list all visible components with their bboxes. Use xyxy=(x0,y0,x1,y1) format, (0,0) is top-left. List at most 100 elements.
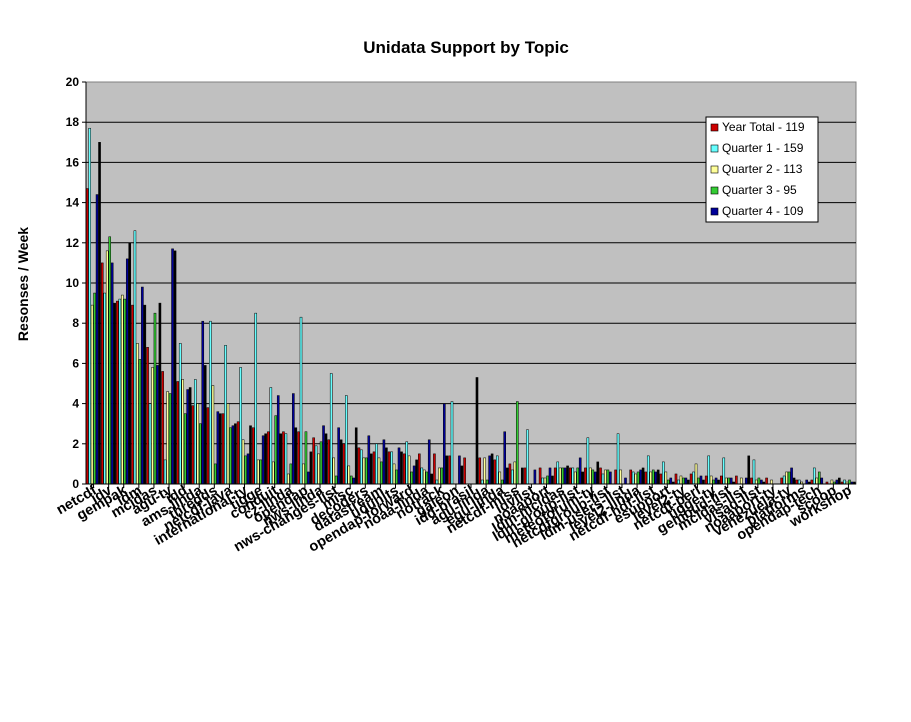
bar xyxy=(209,320,212,485)
legend: Year Total - 119 Quarter 1 - 159 Quarter 2… xyxy=(705,116,819,223)
bar xyxy=(176,381,180,485)
bar xyxy=(667,479,670,485)
bar xyxy=(475,377,479,485)
bar xyxy=(148,403,152,485)
bar xyxy=(390,451,393,485)
bar xyxy=(496,455,499,485)
bar xyxy=(125,258,129,485)
bar xyxy=(460,465,464,485)
bar xyxy=(674,473,678,485)
bar xyxy=(203,365,207,485)
bar xyxy=(319,441,323,485)
legend-label: Year Total - 119 xyxy=(722,120,805,134)
bar xyxy=(511,469,514,485)
bar xyxy=(448,455,451,485)
bar xyxy=(785,471,788,485)
bar xyxy=(186,389,189,485)
bar xyxy=(604,469,607,485)
bar xyxy=(259,459,262,485)
bar xyxy=(234,423,237,485)
bar xyxy=(181,379,184,485)
bar xyxy=(430,473,433,485)
y-tick-label: 14 xyxy=(66,196,80,210)
bar xyxy=(523,467,527,485)
bar xyxy=(282,431,285,485)
bar xyxy=(395,469,398,485)
legend-label: Quarter 1 - 159 xyxy=(722,141,804,155)
bar xyxy=(581,471,584,485)
bar xyxy=(206,407,210,485)
legend-swatch xyxy=(710,144,719,153)
bar xyxy=(589,467,592,485)
bar xyxy=(780,477,783,485)
bar xyxy=(420,467,424,485)
bar xyxy=(116,300,119,485)
chart-title: Unidata Support by Topic xyxy=(363,38,569,57)
bar xyxy=(410,471,413,485)
bar xyxy=(264,433,267,485)
bar xyxy=(307,471,310,485)
y-tick-label: 6 xyxy=(72,356,79,370)
bar xyxy=(805,479,808,485)
bar xyxy=(292,393,295,485)
bar xyxy=(88,127,91,485)
bar xyxy=(347,465,351,485)
legend-label: Quarter 3 - 95 xyxy=(722,183,797,197)
bar xyxy=(254,312,258,485)
legend-label: Quarter 4 - 109 xyxy=(722,204,804,218)
bar xyxy=(792,477,796,485)
bars xyxy=(85,127,856,485)
bar xyxy=(314,445,318,485)
bar xyxy=(563,467,567,485)
bar xyxy=(654,471,657,485)
bar xyxy=(795,479,799,485)
y-tick-label: 8 xyxy=(72,316,79,330)
bar xyxy=(239,367,242,485)
bar xyxy=(382,439,386,485)
bar xyxy=(163,459,167,485)
bar xyxy=(168,393,172,485)
bar xyxy=(244,455,247,485)
bar xyxy=(614,469,617,485)
bar xyxy=(425,471,429,485)
bar xyxy=(641,467,645,485)
bar xyxy=(707,455,710,485)
bar xyxy=(272,461,275,485)
bar xyxy=(191,405,195,485)
bar xyxy=(818,471,821,485)
bar xyxy=(128,242,132,485)
bar xyxy=(687,479,690,485)
y-tick-label: 16 xyxy=(66,155,80,169)
bar xyxy=(810,479,814,485)
bar xyxy=(591,469,595,485)
bar xyxy=(372,451,376,485)
bar xyxy=(95,194,99,485)
bar xyxy=(573,471,577,485)
bar xyxy=(345,395,348,485)
bar xyxy=(699,475,703,485)
bar xyxy=(141,286,144,485)
bar xyxy=(226,403,230,485)
bar xyxy=(236,421,240,485)
bar xyxy=(566,465,569,485)
bar xyxy=(500,479,504,485)
bar xyxy=(110,262,114,485)
bar xyxy=(377,457,381,485)
bar xyxy=(387,451,391,485)
bar xyxy=(606,469,610,485)
bar xyxy=(619,469,622,485)
bar xyxy=(520,467,524,485)
bar xyxy=(161,371,164,485)
bar xyxy=(594,471,597,485)
bar xyxy=(334,475,338,485)
bar xyxy=(747,455,751,485)
y-tick-label: 20 xyxy=(66,75,80,89)
bar xyxy=(533,469,537,485)
bar xyxy=(352,477,356,485)
bar xyxy=(659,473,663,485)
bar xyxy=(616,433,620,485)
bar xyxy=(183,413,187,485)
bar xyxy=(198,423,202,485)
